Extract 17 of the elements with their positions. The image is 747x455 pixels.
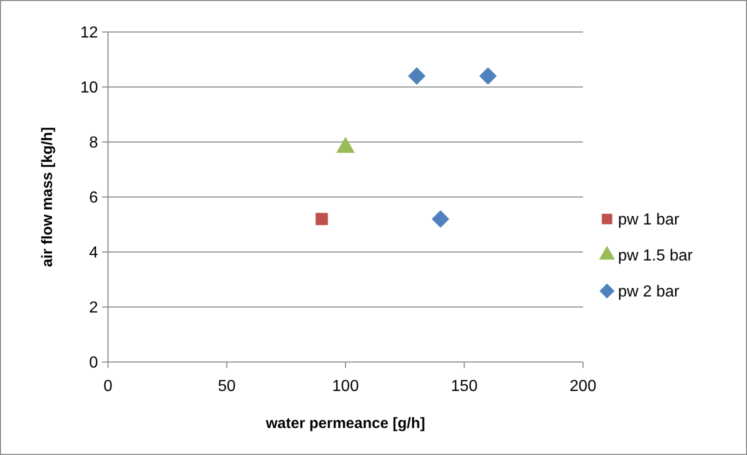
x-tick-label: 150 — [450, 378, 478, 395]
y-axis-title: air flow mass [kg/h] — [39, 126, 56, 268]
x-axis-title: water permeance [g/h] — [264, 415, 426, 432]
x-tick-label: 0 — [104, 378, 113, 395]
y-tick-label: 0 — [89, 354, 98, 372]
legend-label: pw 1 bar — [618, 212, 680, 229]
y-tick-label: 12 — [80, 24, 98, 42]
y-tick-label: 8 — [89, 134, 98, 152]
x-tick-label: 50 — [218, 378, 236, 395]
y-tick-label: 6 — [89, 190, 98, 207]
legend-label: pw 2 bar — [618, 284, 680, 301]
y-tick-label: 10 — [80, 80, 98, 97]
legend-label: pw 1.5 bar — [618, 248, 694, 265]
x-tick-label: 200 — [570, 378, 596, 395]
y-tick-label: 4 — [89, 244, 98, 262]
y-tick-label: 2 — [89, 300, 98, 317]
x-tick-label: 100 — [332, 378, 359, 395]
